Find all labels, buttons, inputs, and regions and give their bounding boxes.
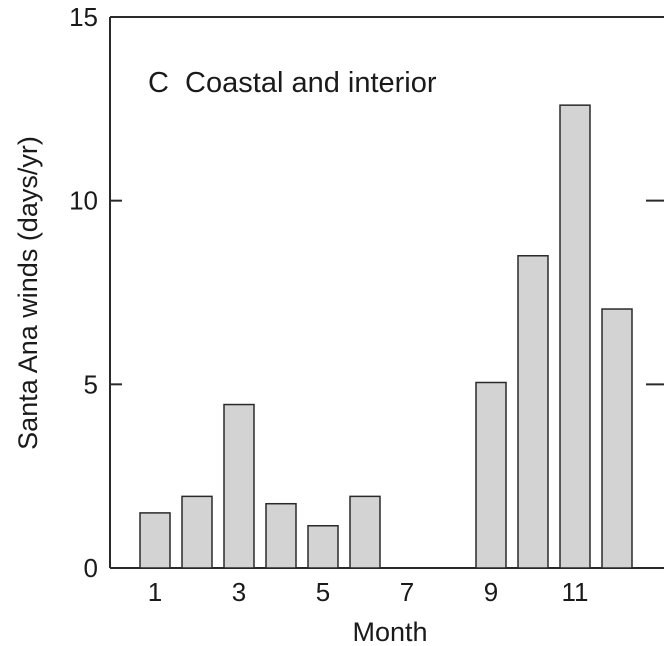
y-tick-label: 10 — [69, 186, 98, 216]
x-tick-label: 1 — [148, 577, 162, 607]
x-axis-title: Month — [352, 617, 427, 646]
y-tick-label: 15 — [69, 2, 98, 32]
x-tick-label: 7 — [400, 577, 414, 607]
x-tick-label: 9 — [484, 577, 498, 607]
y-axis-title: Santa Ana winds (days/yr) — [13, 136, 43, 450]
bar-month-9 — [475, 381, 507, 569]
x-tick-label: 5 — [316, 577, 330, 607]
x-tick-label: 11 — [562, 577, 589, 607]
y-tick-label: 0 — [84, 553, 98, 583]
bar-month-1 — [139, 512, 171, 569]
x-tick-label: 3 — [232, 577, 246, 607]
bar-month-12 — [601, 308, 633, 569]
y-axis-ticks: 0 5 10 15 — [69, 2, 664, 583]
bar-month-11 — [559, 104, 591, 569]
bar-month-4 — [265, 502, 297, 569]
bar-month-2 — [181, 495, 213, 569]
bar-month-3 — [223, 403, 255, 569]
bar-month-10 — [517, 255, 549, 569]
bars — [139, 104, 633, 569]
bar-month-5 — [307, 525, 339, 569]
bar-month-6 — [349, 495, 381, 569]
x-axis-ticks: 1 3 5 7 9 11 — [148, 577, 589, 607]
y-tick-label: 5 — [84, 369, 98, 399]
panel-label: C Coastal and interior — [148, 67, 437, 99]
